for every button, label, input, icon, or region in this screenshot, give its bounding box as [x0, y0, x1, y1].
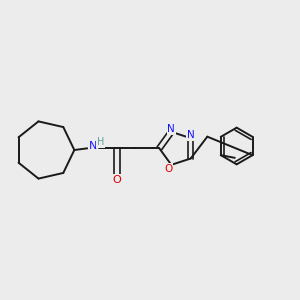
Text: N: N: [89, 141, 98, 151]
Text: O: O: [112, 175, 121, 185]
Text: N: N: [187, 130, 195, 140]
Text: H: H: [97, 137, 104, 147]
Text: N: N: [167, 124, 175, 134]
Text: O: O: [164, 164, 173, 174]
